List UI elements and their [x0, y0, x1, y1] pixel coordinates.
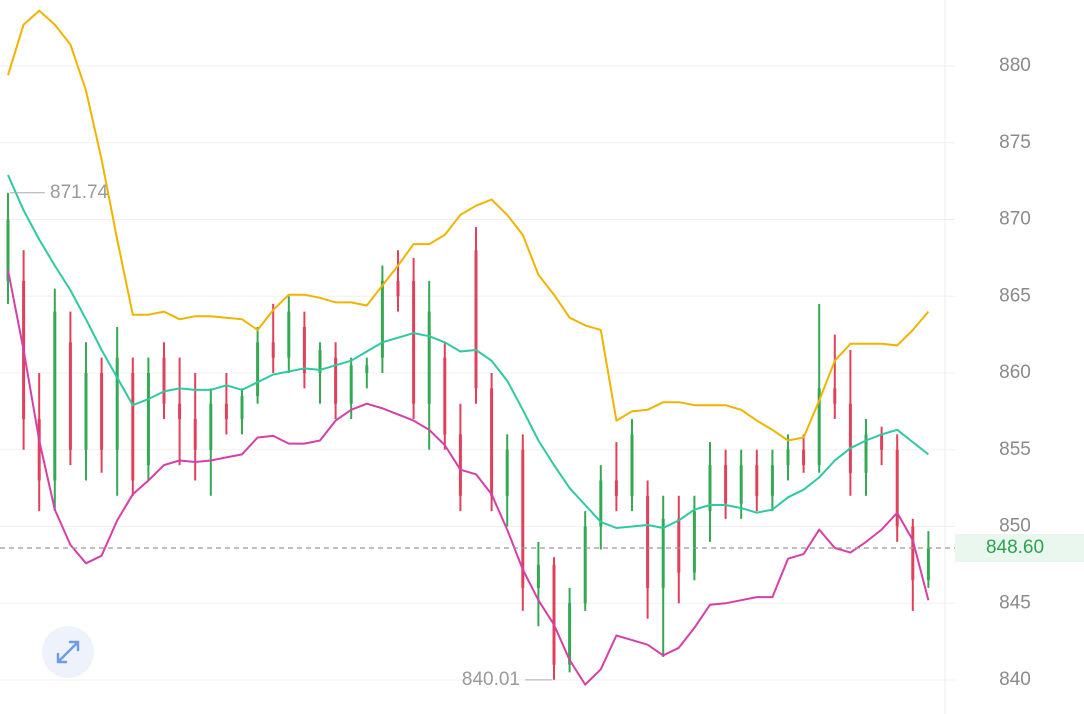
candle-body [599, 480, 603, 527]
y-tick-label: 855 [999, 439, 1031, 460]
candle-body [552, 564, 556, 665]
candle-body [68, 342, 72, 450]
candle-body [100, 373, 104, 450]
candle-body [505, 449, 509, 496]
candle-body [661, 518, 665, 588]
band-line [7, 270, 930, 686]
low-marker-label: 840.01 [462, 669, 520, 690]
candle-body [84, 373, 88, 450]
candle-body [334, 357, 338, 404]
candle-body [240, 396, 244, 420]
candle-body [568, 603, 572, 665]
last-price-label: 848.60 [986, 537, 1044, 558]
y-tick-label: 845 [999, 592, 1031, 613]
candle-body [708, 465, 712, 512]
y-tick-label: 850 [999, 516, 1031, 537]
candle-body [833, 388, 837, 404]
candle-body [911, 526, 915, 581]
candle-body [880, 434, 884, 450]
candle-body [178, 403, 182, 420]
candle-body [287, 311, 291, 358]
candle-body [146, 373, 150, 466]
candle-body [53, 311, 57, 481]
candle-body [271, 342, 275, 358]
candle-body [209, 403, 213, 450]
candle-body [677, 518, 681, 573]
candle-body [802, 449, 806, 466]
candle-body [412, 280, 416, 404]
candle-body [302, 326, 306, 374]
y-tick-label: 860 [999, 362, 1031, 383]
candle-body [6, 219, 10, 281]
candle-body [162, 357, 166, 404]
candle-body [131, 373, 135, 481]
y-tick-label: 865 [999, 285, 1031, 306]
candle-body [895, 449, 899, 527]
candle-body [848, 403, 852, 473]
candle-body [770, 465, 774, 496]
candle-body [536, 564, 540, 588]
candle-body [427, 311, 431, 404]
candle-body [739, 465, 743, 504]
candle-body [864, 434, 868, 473]
high-marker-label: 871.74 [50, 182, 109, 203]
candle-body [193, 419, 197, 450]
candle-body [583, 526, 587, 604]
candle-body [755, 465, 759, 496]
band-line [7, 174, 930, 529]
band-line [7, 9, 930, 442]
candle-body [614, 480, 618, 496]
candle-body [630, 434, 634, 496]
candle-body [692, 511, 696, 573]
candle-body [224, 403, 228, 420]
y-tick-label: 840 [999, 669, 1031, 690]
candle-body [521, 449, 525, 588]
y-tick-label: 875 [999, 132, 1031, 153]
candle-body [380, 280, 384, 358]
candle-body [443, 357, 447, 435]
candle-body [490, 388, 494, 496]
candle-body [37, 419, 41, 481]
candle-body [365, 365, 369, 374]
last-price-box [955, 533, 1084, 562]
candle-body [458, 434, 462, 496]
candle-body [396, 280, 400, 297]
candle-body [926, 547, 930, 581]
expand-button[interactable] [42, 626, 94, 678]
y-tick-label: 870 [999, 209, 1031, 230]
expand-icon [56, 640, 80, 664]
candle-body [817, 388, 821, 466]
y-tick-label: 880 [999, 55, 1031, 76]
candle-body [115, 357, 119, 450]
candle-body [256, 342, 260, 397]
candle-body [349, 365, 353, 404]
candle-body [786, 449, 790, 466]
candle-body [318, 349, 322, 374]
candle-body [724, 465, 728, 504]
candle-body [646, 495, 650, 588]
candle-body [474, 250, 478, 389]
